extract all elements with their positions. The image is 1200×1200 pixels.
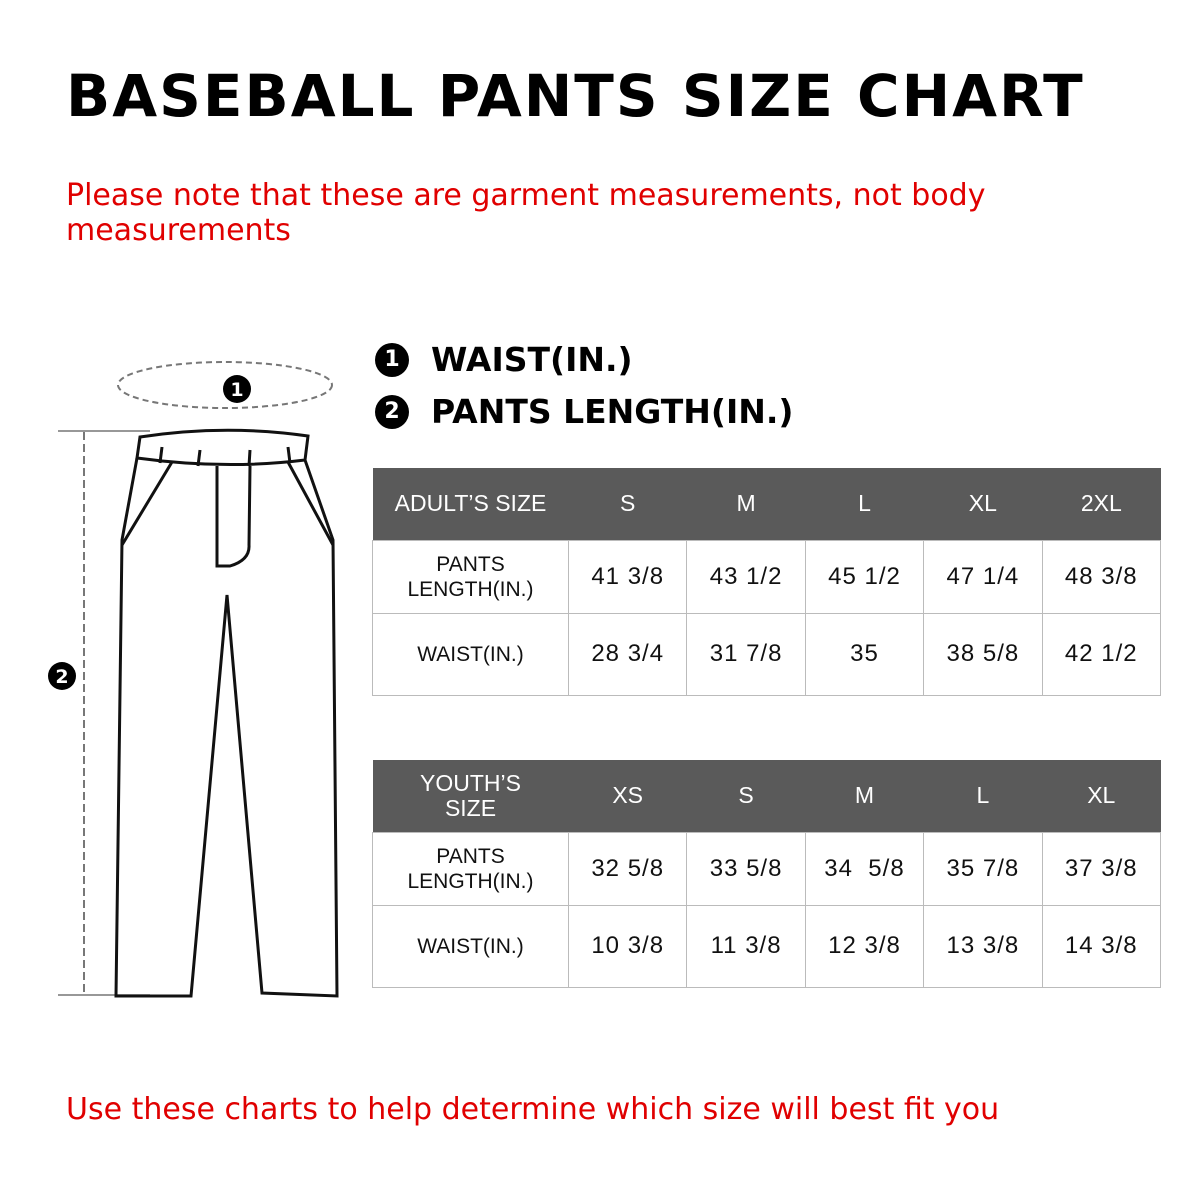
cell: 32 5/8 — [567, 831, 688, 906]
cell: 13 3/8 — [923, 904, 1043, 988]
row-label: PANTS LENGTH(IN.) — [372, 539, 569, 614]
legend-label: PANTS LENGTH(IN.) — [431, 392, 794, 431]
pants-diagram: 1 2 — [48, 361, 339, 998]
cell: 31 7/8 — [686, 612, 806, 696]
size-header: XL — [923, 468, 1043, 540]
size-header: S — [568, 468, 687, 540]
cell: 35 7/8 — [923, 831, 1043, 906]
cell: 37 3/8 — [1041, 831, 1162, 906]
page-title: BASEBALL PANTS SIZE CHART — [66, 62, 1085, 130]
table-row: PANTS LENGTH(IN.) 32 5/8 33 5/8 34 5/8 35 7… — [372, 831, 1162, 906]
cell: 48 3/8 — [1041, 539, 1162, 614]
adult-size-table: ADULT’S SIZE S M L XL 2XL PANTS LENGTH(IN.) … — [372, 468, 1162, 696]
table-row: PANTS LENGTH(IN.) 41 3/8 43 1/2 45 1/2 47 1… — [372, 539, 1162, 614]
legend-label: WAIST(IN.) — [431, 340, 633, 379]
row-label: PANTS LENGTH(IN.) — [372, 831, 569, 906]
table-header-row: YOUTH’S SIZE XS S M L XL — [372, 760, 1161, 832]
cell: 34 5/8 — [804, 831, 925, 906]
cell: 41 3/8 — [567, 539, 688, 614]
footer-note: Use these charts to help determine which… — [66, 1092, 1000, 1127]
size-header: 2XL — [1042, 468, 1161, 540]
row-label: WAIST(IN.) — [372, 612, 569, 696]
legend-length: 2 PANTS LENGTH(IN.) — [375, 392, 794, 431]
cell: 14 3/8 — [1041, 904, 1162, 988]
waist-measure-ellipse — [117, 361, 333, 409]
size-header: L — [923, 760, 1043, 832]
table-header-row: ADULT’S SIZE S M L XL 2XL — [372, 468, 1161, 540]
cell: 11 3/8 — [686, 904, 806, 988]
marker-1: 1 — [230, 379, 243, 401]
garment-note: Please note that these are garment measu… — [66, 178, 986, 248]
cell: 47 1/4 — [923, 539, 1043, 614]
cell: 43 1/2 — [686, 539, 806, 614]
pants-outline — [114, 428, 339, 998]
size-header: XL — [1042, 760, 1161, 832]
cell: 45 1/2 — [804, 539, 925, 614]
number-2-icon: 2 — [375, 394, 409, 429]
youth-size-table: YOUTH’S SIZE XS S M L XL PANTS LENGTH(IN.) 3… — [372, 760, 1162, 988]
size-header: M — [805, 760, 924, 832]
table-row: WAIST(IN.) 28 3/4 31 7/8 35 38 5/8 42 1/2 — [372, 612, 1162, 696]
header-label: YOUTH’S SIZE — [372, 760, 569, 832]
cell: 38 5/8 — [923, 612, 1043, 696]
size-header: XS — [568, 760, 687, 832]
size-header: L — [805, 468, 924, 540]
size-header: M — [686, 468, 806, 540]
size-header: S — [686, 760, 806, 832]
cell: 12 3/8 — [804, 904, 925, 988]
number-1-icon: 1 — [375, 342, 409, 377]
legend-waist: 1 WAIST(IN.) — [375, 340, 633, 379]
table-row: WAIST(IN.) 10 3/8 11 3/8 12 3/8 13 3/8 14 3/… — [372, 904, 1162, 988]
cell: 42 1/2 — [1041, 612, 1162, 696]
header-label: ADULT’S SIZE — [372, 468, 569, 540]
row-label: WAIST(IN.) — [372, 904, 569, 988]
cell: 28 3/4 — [567, 612, 688, 696]
marker-2: 2 — [55, 666, 68, 688]
cell: 33 5/8 — [686, 831, 806, 906]
cell: 35 — [804, 612, 925, 696]
cell: 10 3/8 — [567, 904, 688, 988]
